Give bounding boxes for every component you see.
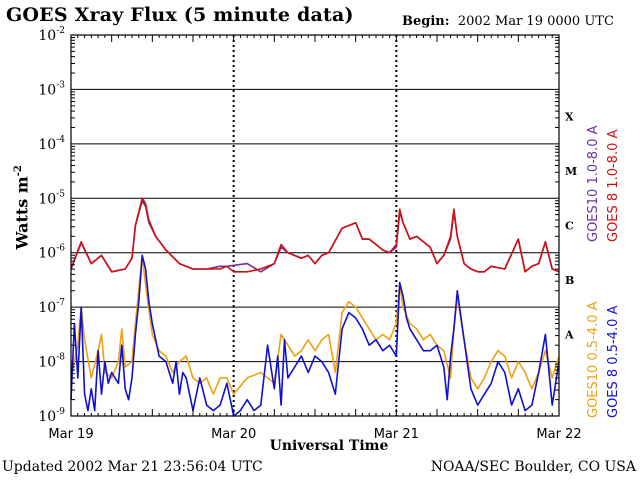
legend-goes8-long: GOES 8 1.0-8.0 A (606, 130, 621, 242)
x-tick-label: Mar 21 (374, 427, 419, 442)
y-tick-label: 10-9 (38, 407, 65, 425)
x-tick-label: Mar 20 (211, 427, 256, 442)
begin-value: 2002 Mar 19 0000 UTC (457, 14, 614, 29)
legend-goes10-long: GOES10 1.0-8.0 A (586, 125, 601, 242)
plot-frame (70, 34, 560, 417)
x-axis-label: Universal Time (269, 438, 389, 454)
legend-goes8-short: GOES 8 0.5-4.0 A (606, 306, 621, 418)
y-tick-label: 10-2 (38, 26, 65, 44)
y-tick-label: 10-7 (38, 298, 65, 316)
flare-class-label: B (565, 274, 574, 287)
grid-layer (71, 35, 559, 416)
begin-label: Begin: (402, 14, 450, 29)
flare-class-label: A (564, 328, 574, 341)
y-tick-label: 10-6 (38, 244, 65, 262)
legend-goes8-short-text: GOES 8 0.5-4.0 A (606, 305, 621, 418)
y-tick-label: 10-4 (38, 135, 65, 153)
x-tick-label: Mar 19 (48, 427, 93, 442)
updated-timestamp: Updated 2002 Mar 21 23:56:04 UTC (2, 459, 263, 475)
y-tick-label: 10-8 (38, 353, 65, 371)
legend-goes10-long-text: GOES10 1.0-8.0 A (586, 125, 601, 242)
flare-class-label: X (565, 111, 574, 124)
legend-goes10-short-text: GOES10 0.5-4.0 A (586, 301, 601, 418)
chart-title: GOES Xray Flux (5 minute data) (6, 4, 354, 26)
series-layer (70, 197, 560, 417)
begin-info: Begin: 2002 Mar 19 0000 UTC (402, 14, 614, 29)
credit-text: NOAA/SEC Boulder, CO USA (430, 459, 636, 475)
legend-goes10-short: GOES10 0.5-4.0 A (586, 301, 601, 418)
flare-class-label: C (565, 220, 574, 233)
y-tick-label: 10-5 (38, 189, 65, 207)
y-tick-label: 10-3 (38, 80, 65, 98)
flare-class-label: M (565, 165, 577, 178)
legend-goes8-long-text: GOES 8 1.0-8.0 A (606, 129, 621, 242)
series-line-goes-8-0-5-4-0-a (70, 254, 560, 417)
series-line-goes10-0-5-4-0-a (70, 254, 560, 396)
x-tick-label: Mar 22 (536, 427, 581, 442)
series-line-goes-8-1-0-8-0-a (70, 197, 560, 273)
tick-layer: 10-2 10-3 10-4 10-5 10-6 10-7 10-8 10-9 Mar 19 Ma… (38, 26, 581, 442)
